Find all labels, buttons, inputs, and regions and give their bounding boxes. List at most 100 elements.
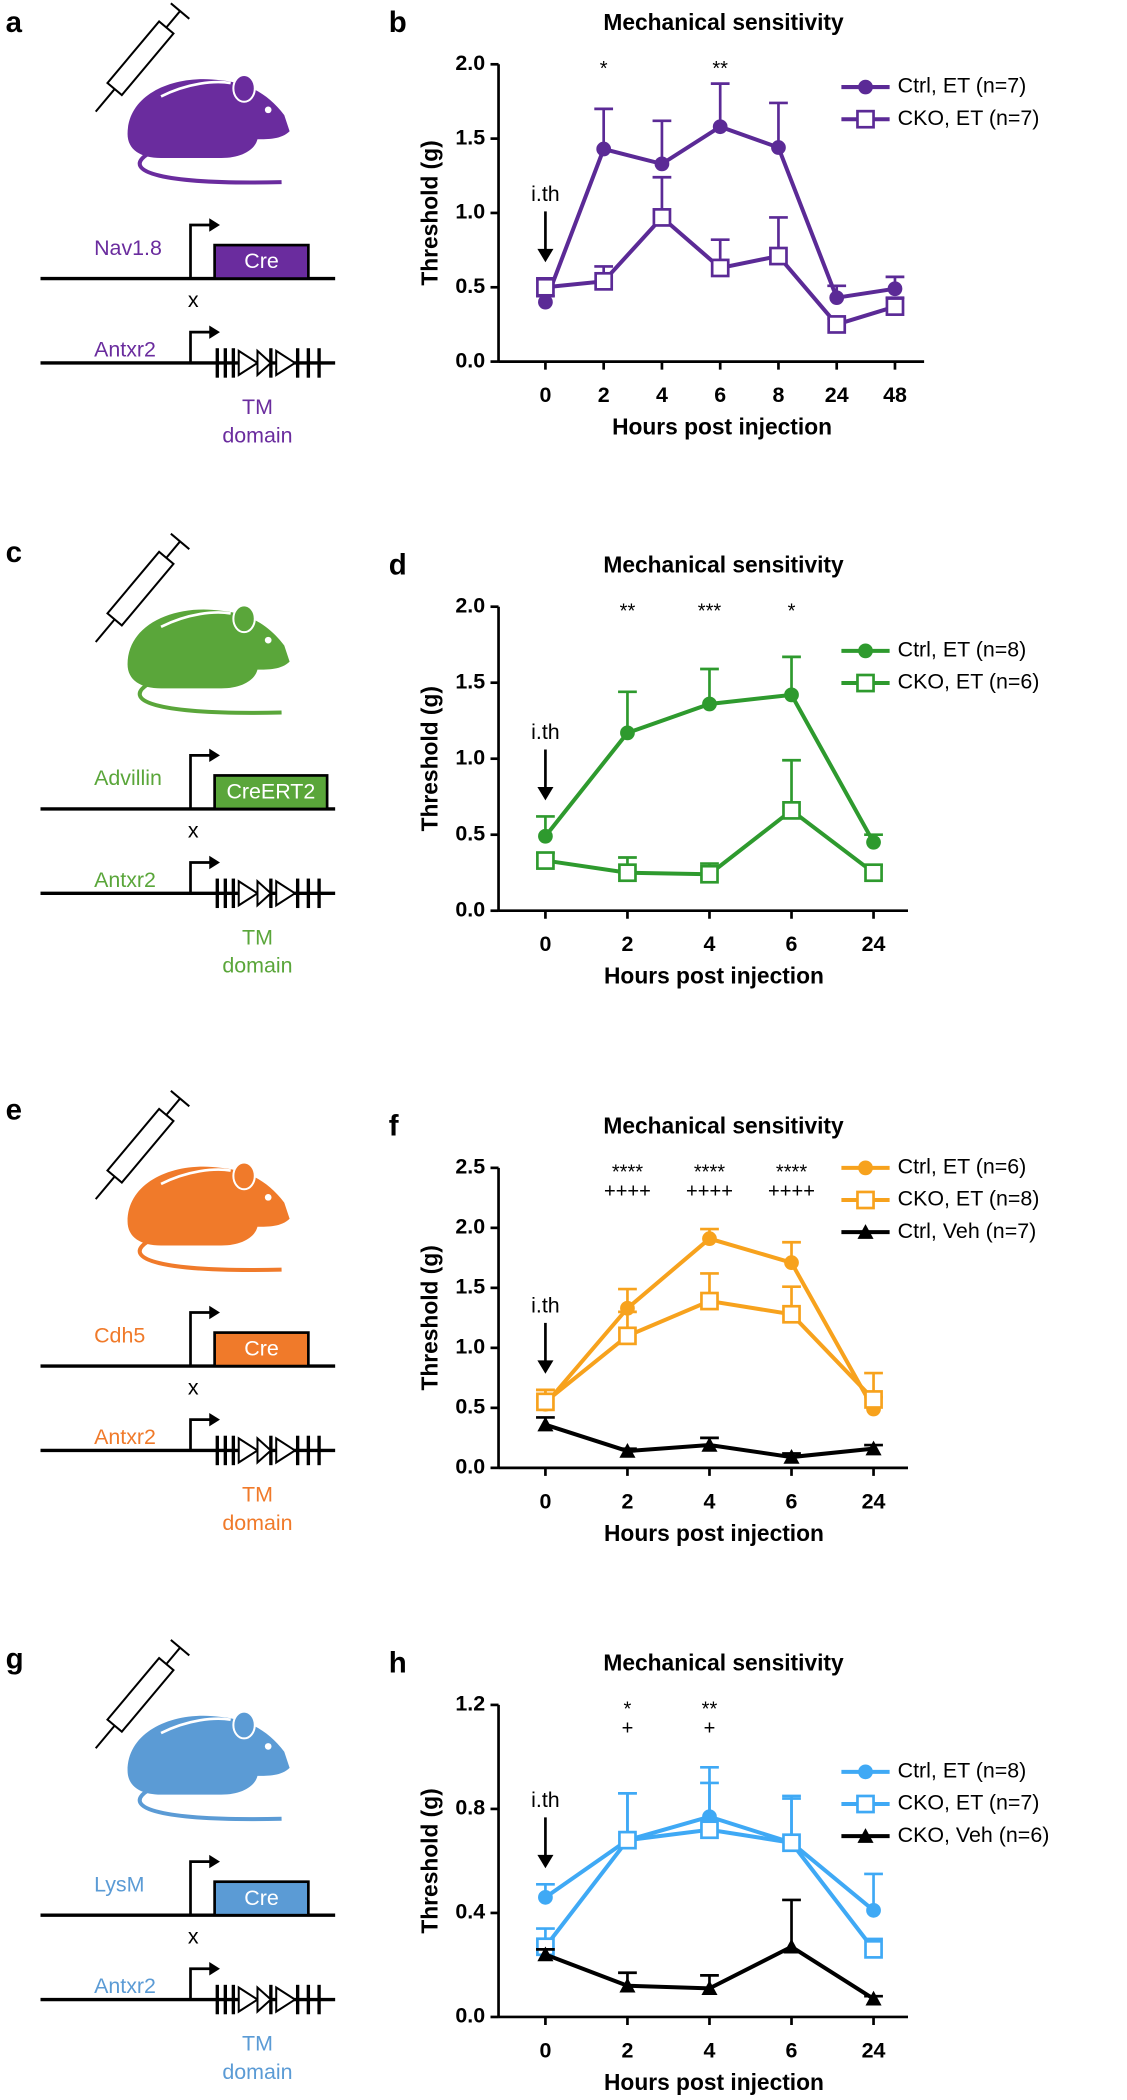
x-tick-label: 4: [704, 1489, 716, 1513]
legend-marker: [856, 673, 875, 693]
point: [536, 277, 555, 297]
cre-label: Cre: [244, 1337, 279, 1361]
x-tick-label: 6: [786, 932, 798, 956]
mouse-body: [127, 609, 290, 689]
diagram: a Nav1.8 Cre x Antxr2 TM domain: [6, 2, 336, 447]
loxp: [237, 349, 260, 377]
series-line: [543, 1827, 876, 1951]
significance: ++++: [768, 1180, 815, 1202]
target-label: Antxr2: [94, 1974, 156, 1998]
injection-label: i.th: [531, 1293, 560, 1317]
panel-label: a: [6, 6, 23, 39]
syringe-barrel: [106, 20, 175, 97]
x-tick-label: 0: [539, 932, 551, 956]
syringe-needle: [94, 618, 116, 643]
y-tick-label: 1.5: [455, 125, 485, 149]
legend-marker: [858, 1160, 873, 1176]
point: [866, 834, 881, 850]
domain-label: domain: [222, 423, 292, 447]
mouse-ear: [232, 1710, 256, 1740]
mouse-ear: [232, 73, 256, 103]
syringe-icon: [94, 532, 190, 643]
syringe-barrel: [106, 550, 175, 627]
y-axis-label: Threshold (g): [417, 140, 443, 285]
x-tick-label: 6: [786, 1489, 798, 1513]
chart: f Mechanical sensitivity 0.0 0.5 1.0 1.5 2.0 2.…: [389, 1109, 1040, 1545]
loxp: [237, 1985, 260, 2014]
loxp: [275, 879, 297, 908]
syringe-plunger: [165, 540, 181, 559]
mouse-tail: [137, 152, 282, 185]
panel-label: c: [6, 536, 22, 569]
driver-label: LysM: [94, 1872, 144, 1896]
panel-label: g: [6, 1642, 24, 1675]
legend-marker: [857, 1828, 874, 1843]
loxp: [256, 348, 273, 378]
y-tick-label: 0.0: [455, 897, 485, 921]
point: [702, 1231, 717, 1247]
mouse-eye: [264, 1743, 272, 1750]
loxp: [275, 349, 297, 377]
significance: ****: [694, 1162, 725, 1184]
point: [864, 863, 883, 883]
y-tick-label: 0.0: [455, 2004, 485, 2028]
mouse-body: [127, 79, 290, 159]
significance: ****: [776, 1162, 807, 1184]
cre-box: [213, 774, 329, 811]
chart-title: Mechanical sensitivity: [603, 9, 844, 35]
chart-title: Mechanical sensitivity: [603, 1650, 844, 1676]
mouse-tail: [137, 1788, 282, 1822]
x-tick-label: 24: [862, 932, 886, 956]
point: [771, 140, 786, 155]
y-tick-label: 0.5: [455, 821, 485, 845]
promoter-arrow: [189, 1967, 212, 2000]
x-tick-label: 8: [773, 383, 785, 407]
significance: *: [788, 600, 796, 622]
mouse-ear: [232, 604, 256, 634]
x-axis-label: Hours post injection: [604, 1520, 824, 1546]
domain-label: domain: [222, 2060, 292, 2084]
loxp: [275, 1436, 297, 1465]
x-tick-label: 4: [704, 2038, 716, 2062]
cross-label: x: [188, 818, 199, 842]
promoter-arrowhead: [209, 1305, 220, 1320]
mouse-body: [127, 1166, 290, 1246]
legend-marker: [856, 109, 875, 129]
chart: b Mechanical sensitivity 0.0 0.5 1.0 1.5 2.0 0 2…: [389, 6, 1040, 440]
significance: ***: [698, 600, 722, 622]
y-tick-label: 0.0: [455, 348, 485, 372]
syringe-needle: [94, 88, 116, 113]
legend-marker: [856, 1794, 875, 1814]
point: [700, 1820, 719, 1840]
y-tick-label: 0.4: [455, 1900, 485, 1924]
loxp: [256, 878, 273, 908]
point: [537, 1946, 554, 1962]
x-tick-label: 2: [621, 1489, 633, 1513]
x-tick-label: 2: [621, 932, 633, 956]
panel-label: f: [389, 1109, 399, 1142]
panel-label: b: [389, 6, 407, 39]
x-tick-label: 6: [714, 383, 726, 407]
series-line: [543, 1236, 876, 1411]
y-tick-label: 2.0: [455, 593, 485, 617]
legend-label: CKO, ET (n=6): [898, 670, 1040, 694]
syringe-icon: [94, 1639, 190, 1749]
series-line: [544, 1298, 875, 1404]
syringe-needle: [94, 1175, 116, 1200]
point: [538, 1889, 553, 1905]
point: [701, 1437, 718, 1452]
diagram: g LysM Cre x Antxr2 TM domain: [6, 1639, 336, 2084]
x-tick-label: 4: [704, 932, 716, 956]
promoter-arrow: [189, 861, 212, 894]
y-axis-label: Threshold (g): [417, 1245, 443, 1390]
significance: +: [704, 1717, 716, 1739]
x-tick-label: 4: [656, 383, 668, 407]
syringe-barrel: [106, 1107, 175, 1184]
point: [536, 1392, 555, 1412]
promoter-arrowhead: [209, 218, 220, 232]
target-label: Antxr2: [94, 1425, 156, 1449]
cross-label: x: [188, 288, 199, 312]
injection-arrowhead: [537, 1854, 554, 1869]
point: [701, 1980, 718, 1996]
